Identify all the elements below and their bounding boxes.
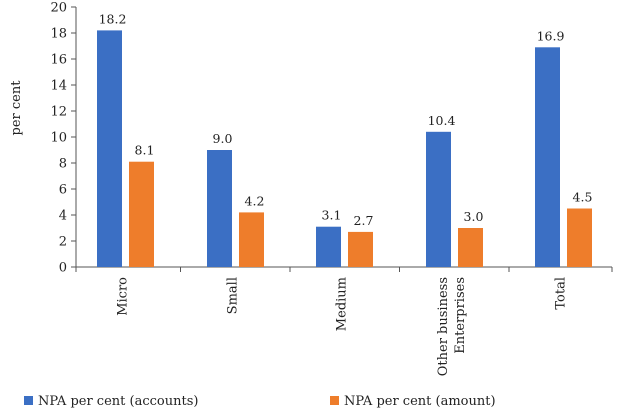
y-tick-label: 18 — [50, 27, 67, 42]
y-tick-label: 12 — [50, 105, 67, 120]
data-label: 4.2 — [245, 193, 265, 208]
legend-swatch — [24, 396, 33, 405]
bar — [535, 47, 560, 267]
category-label: Medium — [335, 277, 350, 331]
data-label: 4.5 — [573, 190, 593, 205]
y-tick-label: 16 — [50, 53, 67, 68]
bars — [97, 30, 592, 268]
legend-label: NPA per cent (amount) — [344, 394, 496, 409]
bar — [239, 212, 264, 267]
y-tick-label: 20 — [50, 1, 67, 16]
bar — [129, 161, 154, 267]
y-tick-label: 0 — [59, 261, 67, 276]
data-label: 3.0 — [464, 209, 484, 224]
data-label: 2.7 — [354, 213, 374, 228]
legend-label: NPA per cent (accounts) — [38, 394, 198, 409]
bar — [567, 208, 592, 267]
category-labels: Micro Small Medium Other business Enterprise… — [116, 277, 569, 376]
data-label: 8.1 — [135, 143, 155, 158]
legend-swatch — [330, 396, 339, 405]
bar — [316, 226, 341, 267]
y-axis: 0 2 4 6 8 10 12 14 16 18 20 — [50, 1, 77, 276]
category-label: Micro — [116, 277, 131, 316]
category-label: Enterprises — [453, 277, 468, 354]
data-label: 16.9 — [537, 28, 565, 43]
y-tick-label: 8 — [59, 157, 67, 172]
data-label: 10.4 — [428, 113, 456, 128]
data-label: 18.2 — [99, 11, 127, 26]
y-tick-label: 10 — [50, 131, 67, 146]
bar — [97, 30, 122, 268]
y-axis-title: per cent — [9, 80, 24, 136]
bar — [348, 231, 373, 267]
data-label: 9.0 — [213, 131, 233, 146]
y-tick-label: 2 — [59, 235, 67, 250]
category-label: Other business — [436, 277, 451, 376]
category-label: Small — [226, 277, 241, 314]
bar — [207, 150, 232, 267]
data-label: 3.1 — [322, 208, 342, 223]
x-axis — [75, 266, 613, 272]
y-tick-label: 4 — [59, 209, 67, 224]
data-labels: 18.2 9.0 3.1 10.4 16.9 8.1 4.2 2.7 3.0 4.5 — [99, 11, 593, 228]
category-label: Total — [554, 277, 569, 310]
bar — [426, 131, 451, 267]
y-tick-label: 14 — [50, 79, 67, 94]
bar — [458, 228, 483, 267]
legend: NPA per cent (accounts) NPA per cent (amo… — [24, 394, 496, 409]
y-tick-label: 6 — [59, 183, 67, 198]
